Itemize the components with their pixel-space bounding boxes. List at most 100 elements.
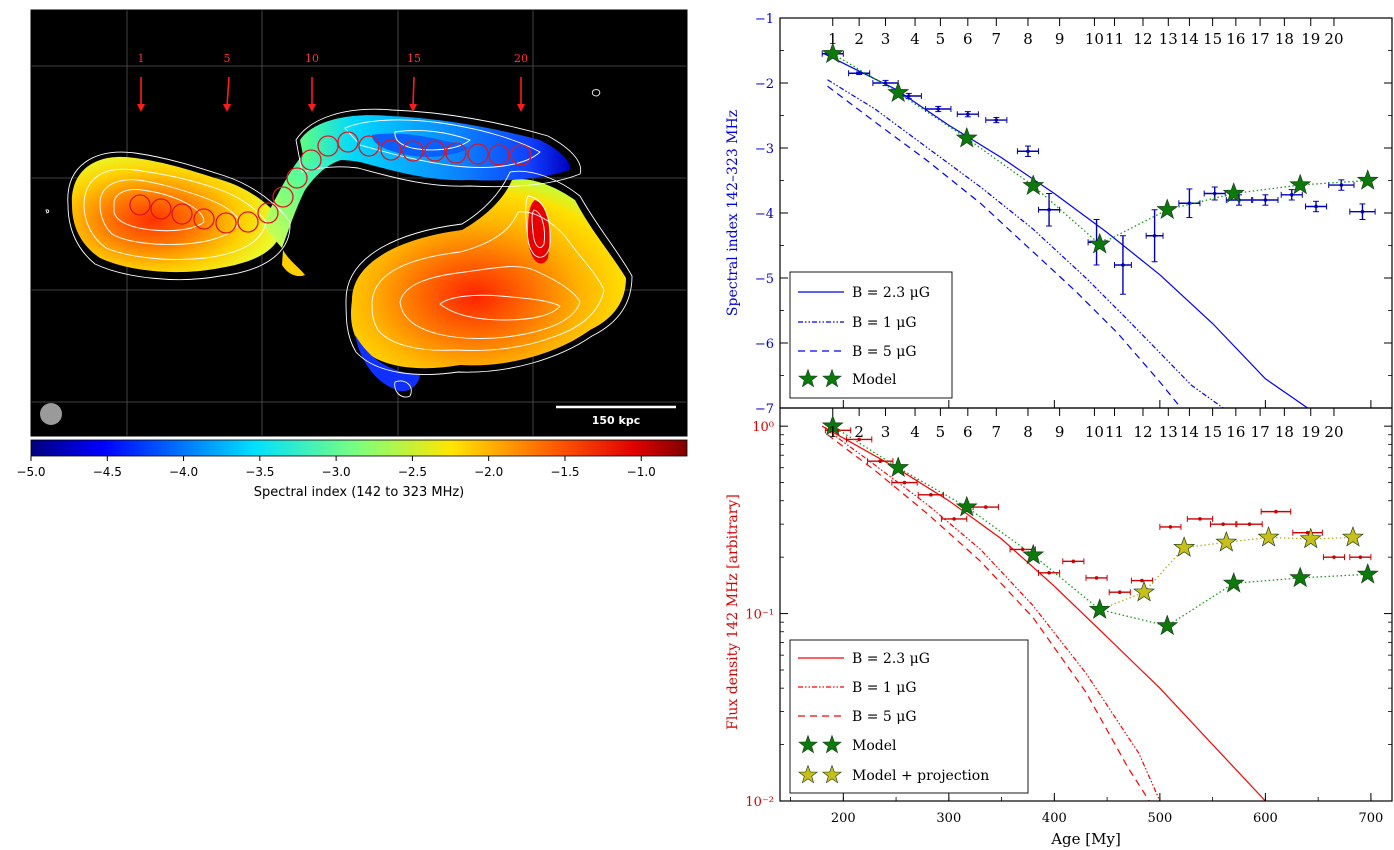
hotspot-south [528, 200, 550, 264]
bottom-region-label: 16 [1226, 423, 1245, 441]
bottom-y-tick-label: 10⁻¹ [745, 608, 774, 623]
x-axis-label: Age [My] [1050, 830, 1121, 848]
top-region-label: 14 [1180, 30, 1199, 48]
top-curve-dashdot [827, 79, 1224, 408]
colorbar-tick-label: −4.0 [169, 465, 198, 479]
bottom-data-point [1274, 509, 1278, 514]
bottom-region-label: 15 [1203, 423, 1222, 441]
bottom-projection-star [1215, 531, 1237, 552]
bottom-data-point [929, 493, 933, 497]
bottom-region-label: 13 [1159, 423, 1178, 441]
top-region-label: 19 [1301, 30, 1320, 48]
colorbar-tick-label: −4.5 [93, 465, 122, 479]
bottom-region-label: 14 [1180, 423, 1199, 441]
bottom-curve-solid [821, 425, 1266, 801]
bottom-data-point [952, 517, 956, 521]
bottom-model-star [1289, 566, 1311, 587]
bottom-model-star [956, 496, 978, 517]
top-region-label: 20 [1324, 30, 1343, 48]
bottom-data-point [1358, 555, 1363, 559]
colorbar-tick-label: −1.5 [550, 465, 579, 479]
bottom-region-label: 6 [963, 423, 973, 441]
top-data-point [1152, 233, 1157, 238]
spectral-index-map: 1 5 10 15 20 150 kpc −5.0 −4.5 −4.0 −3.5 −3.… [16, 9, 688, 500]
bottom-model-stars [822, 415, 1379, 635]
bottom-data-point [1198, 517, 1202, 521]
bottom-region-label: 20 [1324, 423, 1343, 441]
colorbar-tick-label: −5.0 [16, 465, 45, 479]
bottom-projection-star [1300, 528, 1322, 549]
bottom-region-label: 7 [992, 423, 1002, 441]
top-data-point [994, 118, 999, 122]
top-region-label: 10 [1085, 30, 1104, 48]
bottom-model-line [832, 425, 1368, 627]
top-region-label: 16 [1226, 30, 1245, 48]
top-region-label: 8 [1023, 30, 1033, 48]
bottom-data-point [857, 437, 861, 442]
top-curve-solid [824, 53, 1308, 408]
bottom-region-label: 17 [1251, 423, 1270, 441]
bottom-region-label: 9 [1055, 423, 1065, 441]
bottom-model-star [1223, 572, 1245, 593]
bottom-region-label: 2 [854, 423, 864, 441]
top-data-point [1047, 207, 1051, 212]
bottom-data-point [1117, 590, 1122, 595]
region-label-10: 10 [305, 52, 319, 65]
top-legend-label: B = 2.3 μG [852, 285, 930, 301]
top-data-point [857, 71, 861, 76]
top-data-point [966, 112, 970, 116]
bottom-x-tick-label: 300 [936, 811, 961, 826]
bottom-legend-label: B = 1 μG [852, 680, 917, 696]
colorbar-tick-label: −3.5 [245, 465, 274, 479]
bottom-x-tick-label: 500 [1147, 811, 1172, 826]
bottom-model-star [1156, 614, 1178, 635]
map-frame [30, 9, 688, 437]
top-region-label: 17 [1251, 30, 1270, 48]
top-y-tick-label: −1 [755, 12, 774, 27]
top-y-tick-label: −2 [755, 77, 774, 92]
beam-ellipse [40, 403, 62, 425]
region-arrows [137, 76, 525, 112]
top-data-point [1360, 209, 1365, 214]
top-region-label: 1 [828, 30, 838, 48]
bottom-model-curves [821, 425, 1266, 801]
jet-bridge [262, 138, 348, 248]
bottom-x-tick-label: 700 [1358, 811, 1383, 826]
top-region-label: 4 [910, 30, 920, 48]
top-legend-label: Model [852, 372, 897, 388]
map-content: 1 5 10 15 20 150 kpc [31, 10, 687, 436]
bottom-data-point [1168, 525, 1173, 529]
region-number-labels: 1 5 10 15 20 [138, 52, 529, 65]
top-region-label: 2 [854, 30, 864, 48]
bottom-data-point [1221, 522, 1225, 526]
top-y-tick-label: −5 [755, 272, 774, 287]
top-region-label: 9 [1055, 30, 1065, 48]
bottom-x-tick-label: 400 [1042, 811, 1067, 826]
top-region-label: 6 [963, 30, 973, 48]
colorbar-label: Spectral index (142 to 323 MHz) [254, 485, 465, 500]
bottom-data-point [902, 480, 907, 485]
bottom-data-point [1071, 559, 1076, 564]
flux-contours [45, 89, 633, 398]
bottom-data-point [1094, 576, 1099, 580]
top-legend-label: B = 5 μG [852, 344, 917, 360]
bottom-projection-star [1173, 536, 1195, 557]
bottom-region-label: 8 [1023, 423, 1033, 441]
top-y-label: Spectral index 142–323 MHz [725, 110, 741, 316]
bottom-projection-line [1099, 536, 1354, 611]
top-y-tick-label: −3 [755, 142, 774, 157]
bottom-region-label: 11 [1105, 423, 1124, 441]
bottom-region-label: 10 [1085, 423, 1104, 441]
bottom-data-point [1332, 555, 1336, 559]
bottom-region-numbers: 1 2 3 4 5 6 7 8 9 10 11 12 13 14 15 16 17 18 19 20 [828, 408, 1344, 441]
bottom-region-label: 1 [828, 423, 838, 441]
bottom-observed-points [824, 427, 1372, 596]
top-data-point [1314, 204, 1318, 209]
top-data-point [1121, 263, 1125, 267]
region-circles [129, 131, 532, 234]
spectral-index-plot: −1−2−3−4−5−6−7 1 2 3 4 5 6 7 8 9 10 11 12 13 14 15 16 17… [725, 12, 1393, 417]
bottom-region-label: 18 [1275, 423, 1294, 441]
bottom-y-ticks: 10⁰ 10⁻¹ 10⁻² [745, 420, 1392, 810]
colorbar-tick-label: −2.5 [398, 465, 427, 479]
